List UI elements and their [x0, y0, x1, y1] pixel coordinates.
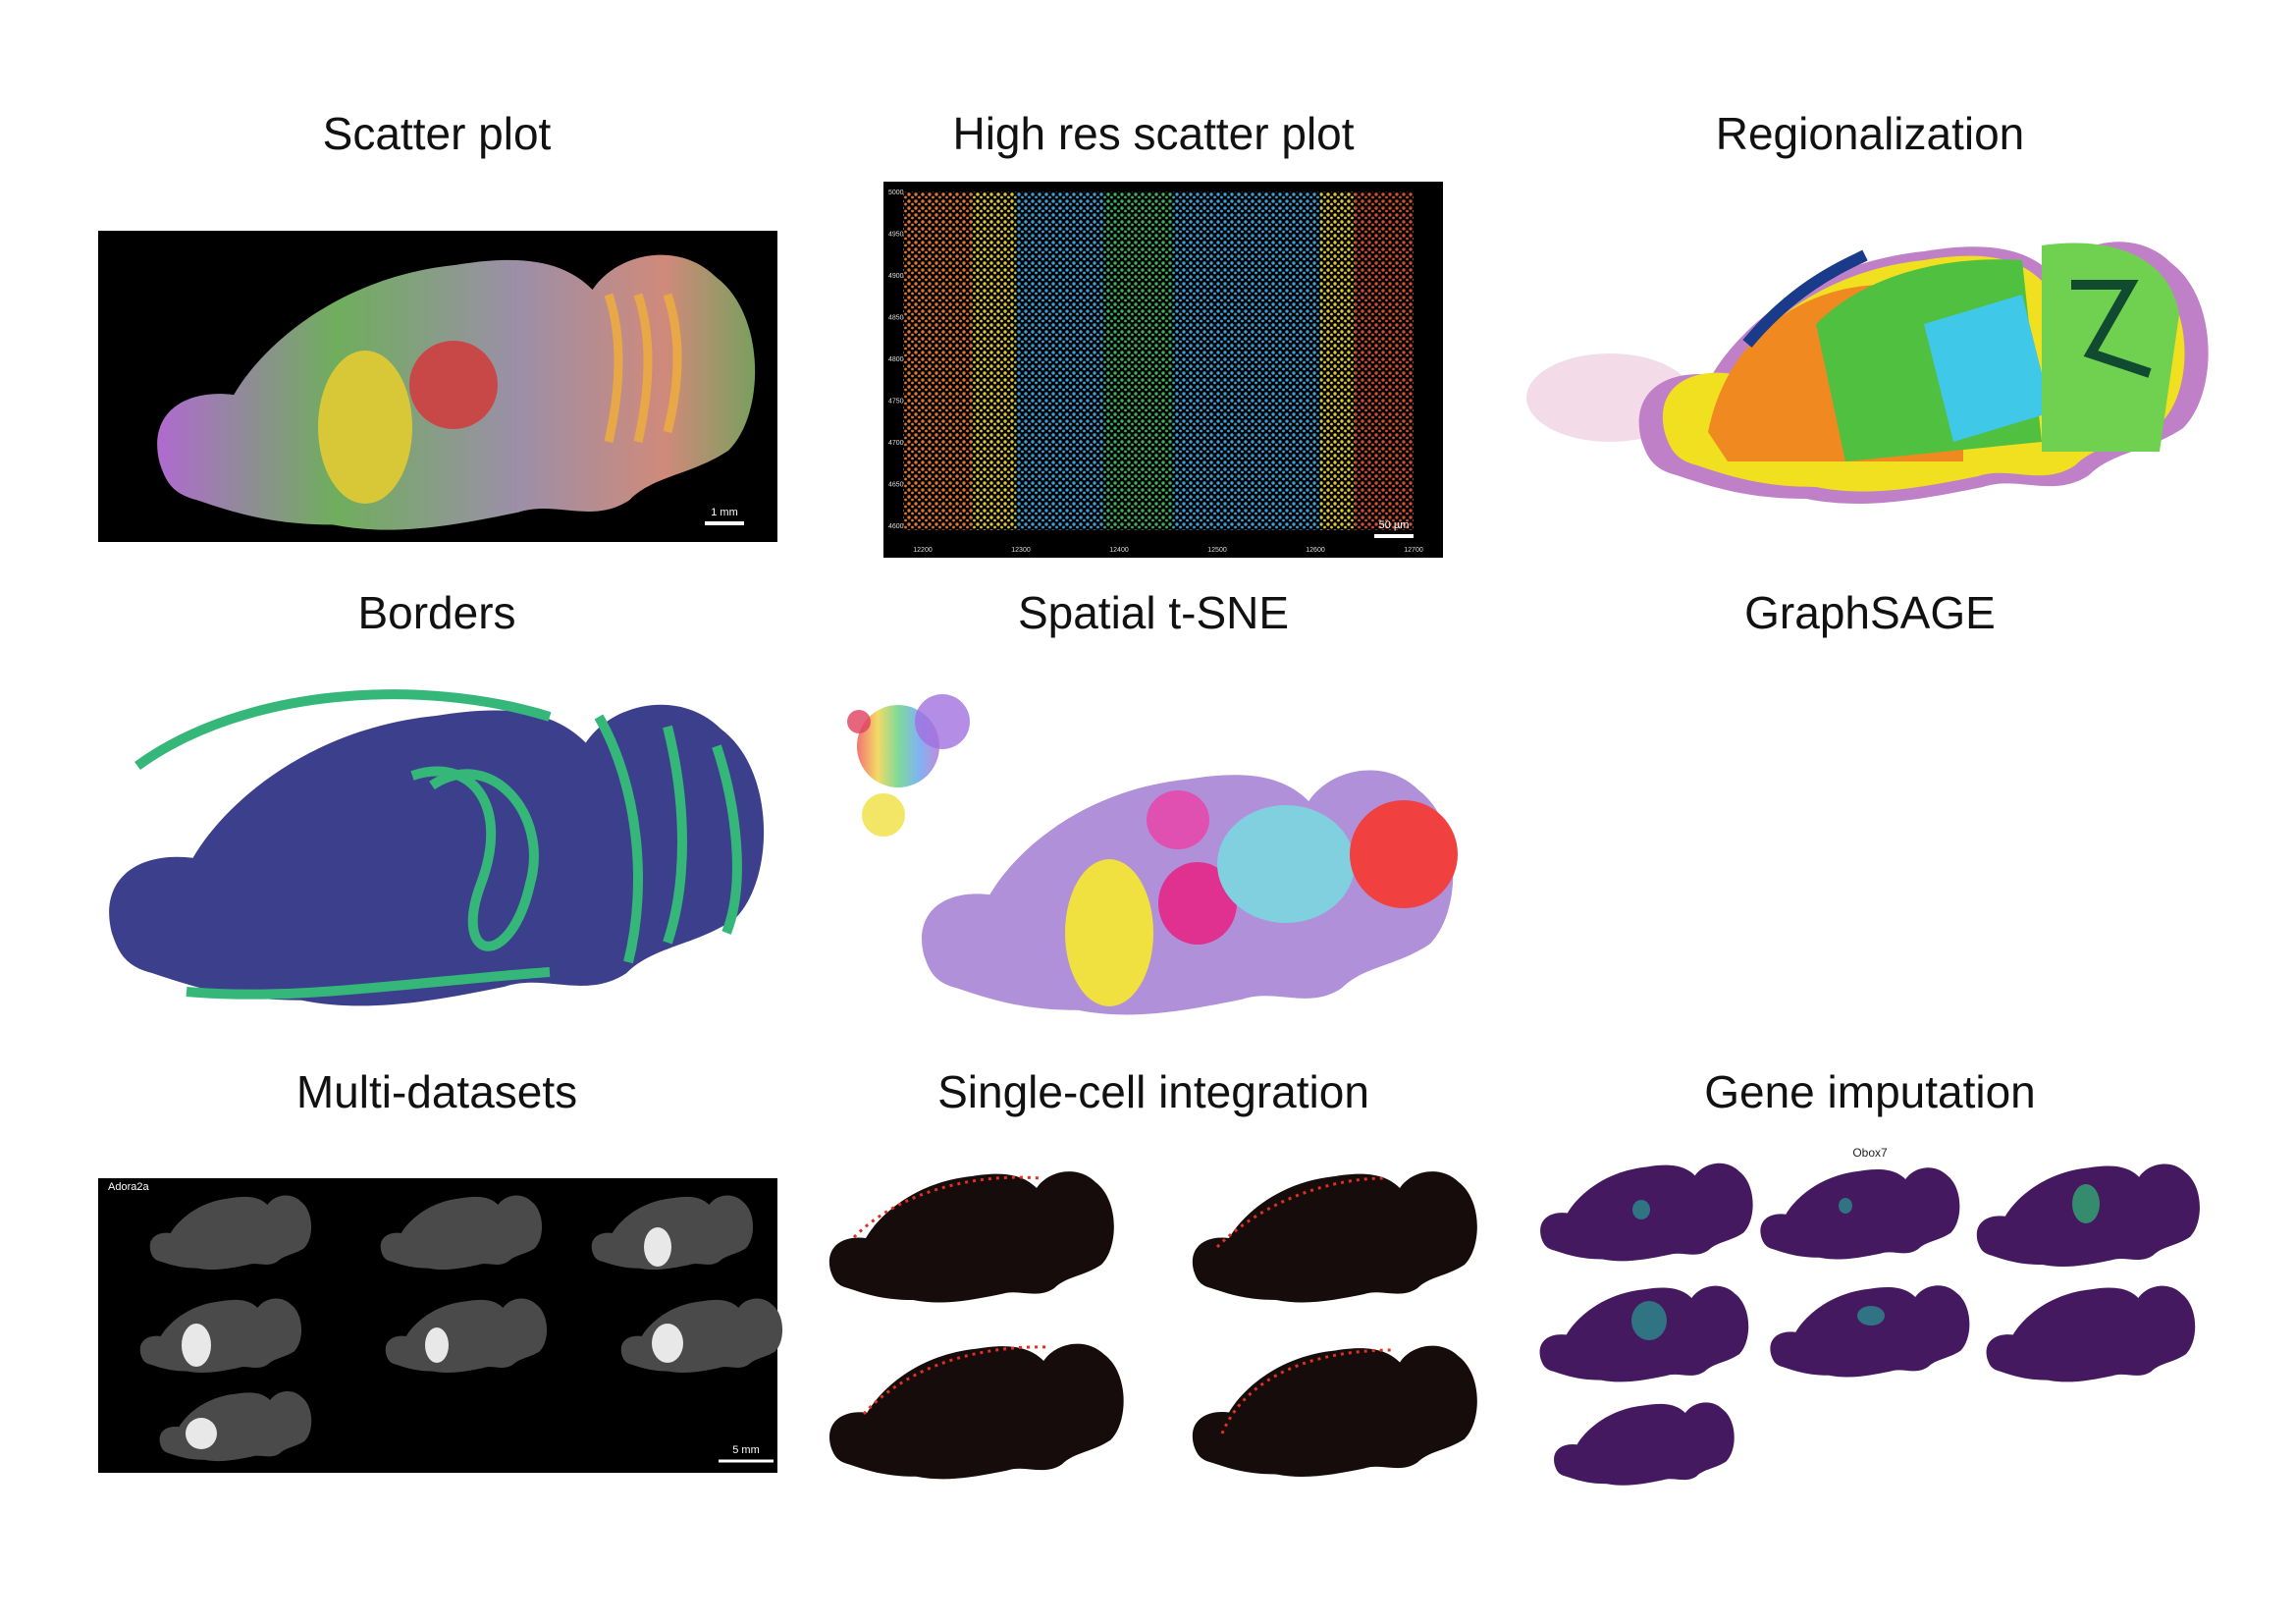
point-band: [903, 191, 972, 530]
scale-bar-label: 5 mm: [732, 1444, 760, 1456]
point-band: [1355, 191, 1414, 530]
brain-section: [1986, 1285, 2196, 1382]
expression-blob: [652, 1324, 683, 1363]
tick-label: 4700: [888, 440, 904, 447]
tick-label: 4900: [888, 273, 904, 280]
tsne-cluster: [915, 694, 970, 749]
tick-label: 12600: [1306, 547, 1325, 554]
brain-section: [828, 1343, 1124, 1480]
tick-label: 12400: [1109, 547, 1129, 554]
border-line: [134, 689, 742, 1000]
expression-blob: [1857, 1306, 1885, 1326]
tick-label: 5000: [888, 189, 904, 196]
brain-region: [1924, 295, 2052, 442]
point-band: [1104, 191, 1173, 530]
tick-label: 4850: [888, 315, 904, 322]
brain-region: [2042, 243, 2179, 452]
scale-bar-label: 50 µm: [1379, 519, 1410, 531]
expression-lines: [852, 1175, 1395, 1435]
expression-blob: [2072, 1184, 2100, 1223]
tsne-cluster: [847, 710, 871, 733]
brain-region: [1350, 800, 1458, 908]
brain-region: [1217, 805, 1355, 923]
panel-title: Borders: [357, 587, 515, 638]
gene-label: Adora2a: [108, 1181, 149, 1193]
tick-label: 12300: [1011, 547, 1031, 554]
expression-blob: [425, 1327, 449, 1363]
tick-label: 12700: [1404, 547, 1423, 554]
panel-title: High res scatter plot: [952, 108, 1354, 159]
panel-title: GraphSAGE: [1744, 587, 1996, 638]
brain-region: [2071, 280, 2152, 378]
brain-region: [318, 351, 412, 504]
expression-blob: [1839, 1198, 1852, 1214]
point-band: [1320, 191, 1355, 530]
expression-blob: [1632, 1200, 1650, 1219]
expression-blob: [644, 1227, 671, 1267]
brain-section: [109, 704, 765, 1006]
gene-label: Obox7: [1852, 1146, 1888, 1160]
point-band: [972, 191, 1016, 530]
tick-label: 12200: [913, 547, 933, 554]
tick-label: 12500: [1207, 547, 1227, 554]
panel-title: Regionalization: [1716, 108, 2025, 159]
brain-region: [409, 341, 498, 429]
axis-ticks: 5000 4950 4900 4850 4800 4750 4700 4650 4600 1220…: [888, 189, 1423, 554]
brain-section: [1192, 1171, 1477, 1303]
panel-title: Spatial t-SNE: [1018, 587, 1289, 638]
expression-line: [852, 1175, 1041, 1239]
brain-region: [604, 293, 682, 443]
brain-section: [1770, 1285, 1970, 1378]
expression-blob: [182, 1324, 211, 1367]
brain-region: [1158, 862, 1237, 945]
brain-section: [828, 1171, 1114, 1303]
tick-label: 4750: [888, 399, 904, 406]
brain-section: [1554, 1402, 1735, 1486]
panel-title: Multi-datasets: [296, 1066, 577, 1117]
panel-title: Single-cell integration: [937, 1066, 1369, 1117]
scatter-points: [903, 191, 1414, 530]
tick-label: 4650: [888, 482, 904, 489]
panel-title: Scatter plot: [323, 108, 552, 159]
expression-line: [1220, 1348, 1395, 1435]
tick-label: 4800: [888, 356, 904, 363]
panel-title: Gene imputation: [1704, 1066, 2036, 1117]
expression-blobs: [182, 1227, 683, 1449]
brain-region: [1147, 790, 1209, 849]
expression-blob: [1631, 1301, 1667, 1340]
tick-label: 4600: [888, 523, 904, 530]
brain-region: [1065, 859, 1153, 1006]
tick-label: 4950: [888, 232, 904, 239]
brain-section: [1760, 1167, 1960, 1260]
brain-sections: [828, 1171, 1477, 1480]
expression-line: [862, 1345, 1051, 1416]
brain-region: [1742, 249, 1868, 348]
expression-blob: [186, 1418, 217, 1449]
tsne-cluster: [862, 793, 905, 837]
expression-line: [1215, 1176, 1385, 1249]
expression-blobs: [1631, 1184, 2100, 1340]
scale-bar-label: 1 mm: [711, 507, 738, 518]
